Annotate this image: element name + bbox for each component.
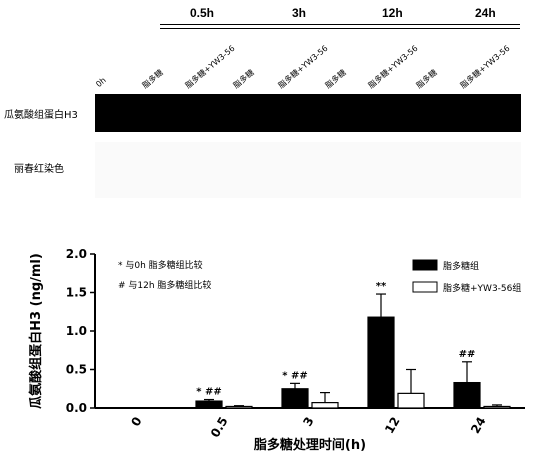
bar [484,406,510,408]
bar [368,317,394,408]
y-tick-label: 0.0 [66,401,87,415]
bar [398,393,424,408]
lane-label: 脂多糖+YW3-56 [458,43,512,91]
western-blot-band [95,94,521,132]
bar [454,383,480,408]
significance-marker: * ## [196,387,221,398]
y-tick-label: 2.0 [66,247,87,261]
ponceau-stain-image [95,142,521,198]
bar [312,403,338,408]
bar-chart: 0.0 0.5 1.0 1.5 2.0 瓜氨酸组蛋白H3 (ng/ml) 脂多糖处理时间(h… [0,212,547,462]
legend-note-star: * 与0h 脂多糖组比较 [118,259,203,271]
bar [226,406,252,408]
x-tick-label: 0 [128,415,144,429]
significance-marker: ## [459,349,476,360]
lane-label: 脂多糖+YW3-56 [276,43,330,91]
y-tick-label: 1.0 [66,324,87,338]
lane-label: 脂多糖 [231,67,256,91]
x-axis-label: 脂多糖处理时间(h) [253,437,366,453]
significance-marker: * ## [282,370,307,381]
stain-row-label: 丽春红染色 [14,160,64,175]
lane-label: 脂多糖 [140,67,165,91]
lane-label: 脂多糖+YW3-56 [183,43,237,91]
time-header-12h: 12h [382,6,403,20]
legend-label: 脂多糖组 [443,260,479,272]
y-tick-label: 0.5 [66,363,87,377]
wb-row-label: 瓜氨酸组蛋白H3 [4,106,78,121]
significance-marker: ** [376,281,387,292]
time-header-3h: 3h [292,6,306,20]
x-tick-label: 3 [300,415,316,429]
lane-label: 脂多糖+YW3-56 [366,43,420,91]
x-tick-label: 0.5 [208,415,231,440]
bar [196,401,222,408]
bar [282,389,308,408]
header-line-top [160,24,520,25]
lane-label: 脂多糖 [414,67,439,91]
y-axis-label: 瓜氨酸组蛋白H3 (ng/ml) [28,253,44,409]
x-tick-label: 24 [468,415,488,436]
time-header-0-5h: 0.5h [190,6,214,20]
legend-swatch [413,282,437,292]
legend-swatch [413,260,437,270]
x-tick-label: 12 [382,415,402,436]
legend-label: 脂多糖+YW3-56组 [443,282,521,294]
y-tick-label: 1.5 [66,286,87,300]
header-line-bottom [160,28,520,29]
legend-note-hash: # 与12h 脂多糖组比较 [118,279,211,291]
lane-label: 脂多糖 [323,67,348,91]
lane-label: 0h [94,76,108,89]
time-header-24h: 24h [475,6,496,20]
